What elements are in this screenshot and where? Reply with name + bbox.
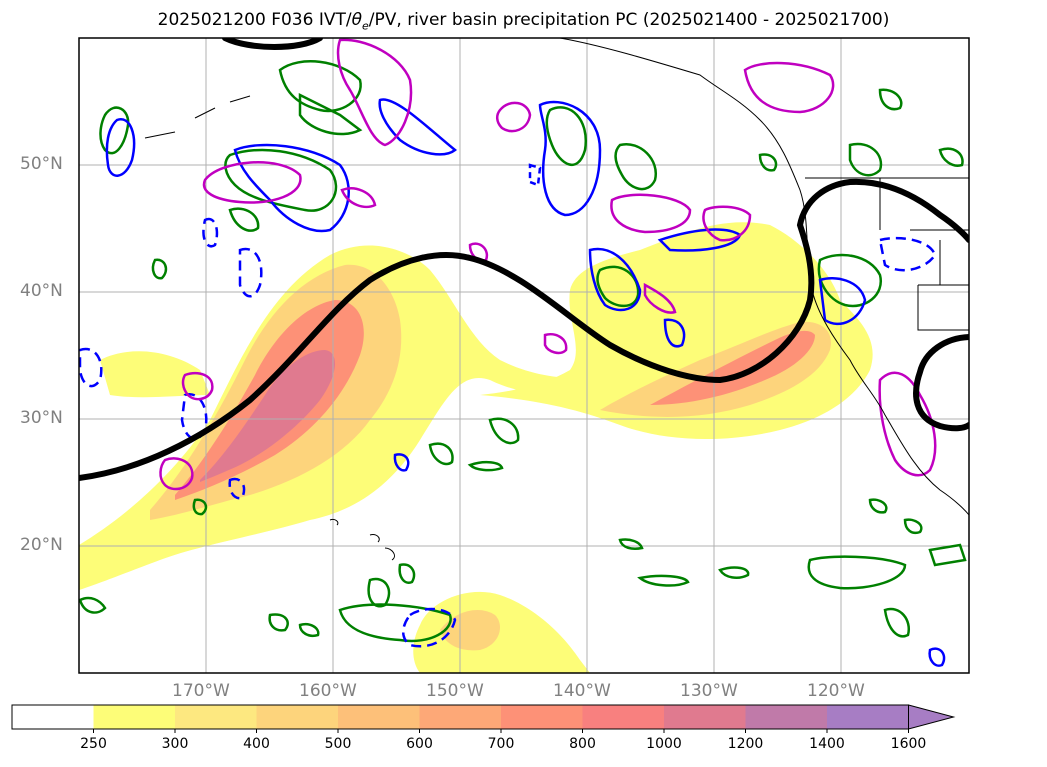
colorbar-segment: [827, 705, 909, 729]
theta-e-contours-green: [79, 60, 967, 643]
colorbar-label: 500: [324, 736, 352, 752]
lon-label-140w: 140°W: [553, 681, 611, 701]
colorbar-extend-arrow: [908, 704, 956, 730]
ivt-band-west-max: [200, 350, 336, 482]
river-basin-contours: [159, 38, 937, 491]
colorbar-segment: [745, 705, 828, 729]
lon-label-120w: 120°W: [807, 681, 865, 701]
colorbar-label: 600: [406, 736, 433, 752]
colorbar: [11, 704, 956, 733]
colorbar-label: 700: [487, 736, 515, 752]
colorbar-segment: [12, 705, 94, 729]
pv-contours: [79, 38, 969, 481]
lon-label-160w: 160°W: [299, 681, 357, 701]
colorbar-segment: [93, 705, 176, 729]
lon-label-170w: 170°W: [172, 681, 230, 701]
lat-label-50n: 50°N: [20, 154, 63, 174]
colorbar-segment: [501, 705, 583, 729]
coastlines: [144, 38, 969, 561]
colorbar-segment: [175, 705, 257, 729]
colorbar-label: 1000: [646, 736, 682, 752]
theta-e-contours-blue: [79, 98, 946, 667]
lat-label-30n: 30°N: [20, 408, 63, 428]
lat-label-20n: 20°N: [20, 535, 63, 555]
map-panel: [79, 38, 969, 673]
lon-label-150w: 150°W: [426, 681, 484, 701]
colorbar-label: 1400: [809, 736, 845, 752]
lon-label-130w: 130°W: [680, 681, 738, 701]
colorbar-segment: [582, 705, 665, 729]
colorbar-label: 250: [80, 736, 107, 752]
colorbar-label: 300: [161, 736, 189, 752]
colorbar-segment: [664, 705, 746, 729]
colorbar-label: 800: [569, 736, 596, 752]
map-frame: [78, 37, 970, 674]
colorbar-frame: [11, 704, 909, 730]
colorbar-segment: [256, 705, 339, 729]
colorbar-label: 1200: [727, 736, 764, 752]
ivt-band-south: [413, 591, 590, 673]
colorbar-label: 400: [243, 736, 270, 752]
colorbar-segment: [338, 705, 420, 729]
ivt-band-east-high: [650, 330, 815, 405]
colorbar-label: 1600: [890, 736, 927, 752]
lat-label-40n: 40°N: [20, 281, 63, 301]
colorbar-segment: [419, 705, 502, 729]
chart-title: 2025021200 F036 IVT/θe/PV, river basin p…: [157, 10, 890, 33]
